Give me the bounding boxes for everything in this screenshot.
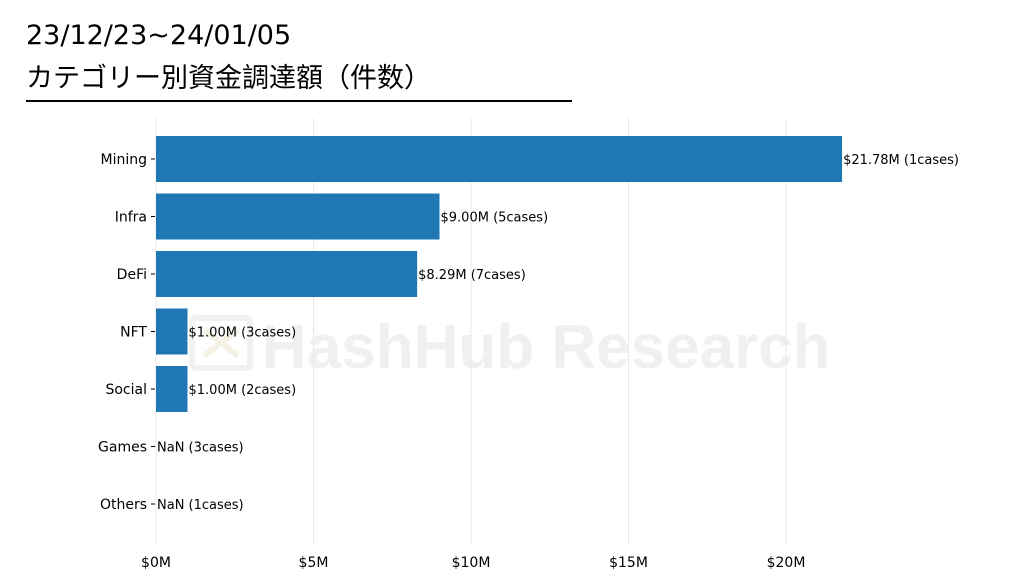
hashhub-logo-icon bbox=[189, 315, 253, 371]
y-tick-label: NFT bbox=[120, 325, 147, 341]
y-tick-label: Infra bbox=[115, 210, 147, 226]
date-range-title: 23/12/23~24/01/05 bbox=[26, 20, 292, 51]
data-label: NaN (3cases) bbox=[157, 441, 244, 456]
y-tick-label: Others bbox=[100, 497, 147, 513]
title-underline bbox=[26, 100, 572, 102]
bars bbox=[156, 136, 843, 412]
bar-infra bbox=[156, 193, 440, 240]
data-label: NaN (1cases) bbox=[157, 498, 244, 513]
watermark: HashHub Research bbox=[189, 313, 831, 382]
y-tick-label: Mining bbox=[101, 152, 148, 168]
x-tick-label: $0M bbox=[141, 555, 171, 571]
data-label: $21.78M (1cases) bbox=[843, 153, 959, 168]
x-tick-label: $15M bbox=[609, 555, 648, 571]
data-labels: $21.78M (1cases) $9.00M (5cases) $8.29M (7… bbox=[157, 153, 959, 513]
bar-nft bbox=[156, 308, 188, 355]
x-tick-label: $10M bbox=[452, 555, 491, 571]
data-label: $8.29M (7cases) bbox=[418, 268, 526, 283]
x-tick-label: $20M bbox=[767, 555, 806, 571]
bar-mining bbox=[156, 136, 843, 182]
y-axis-ticks: Mining Infra DeFi NFT Social Games Others bbox=[98, 152, 155, 513]
x-tick-label: $5M bbox=[299, 555, 329, 571]
x-axis-ticks: $0M $5M $10M $15M $20M bbox=[141, 555, 805, 571]
data-label: $1.00M (2cases) bbox=[189, 383, 297, 398]
data-label: $1.00M (3cases) bbox=[189, 326, 297, 341]
chart-title: カテゴリー別資金調達額（件数） bbox=[26, 63, 431, 94]
y-tick-label: Games bbox=[98, 440, 147, 456]
y-tick-label: DeFi bbox=[117, 267, 147, 283]
bar-social bbox=[156, 366, 188, 412]
bar-defi bbox=[156, 251, 418, 297]
watermark-text: HashHub Research bbox=[262, 313, 831, 382]
data-label: $9.00M (5cases) bbox=[441, 211, 549, 226]
y-tick-label: Social bbox=[105, 382, 147, 398]
